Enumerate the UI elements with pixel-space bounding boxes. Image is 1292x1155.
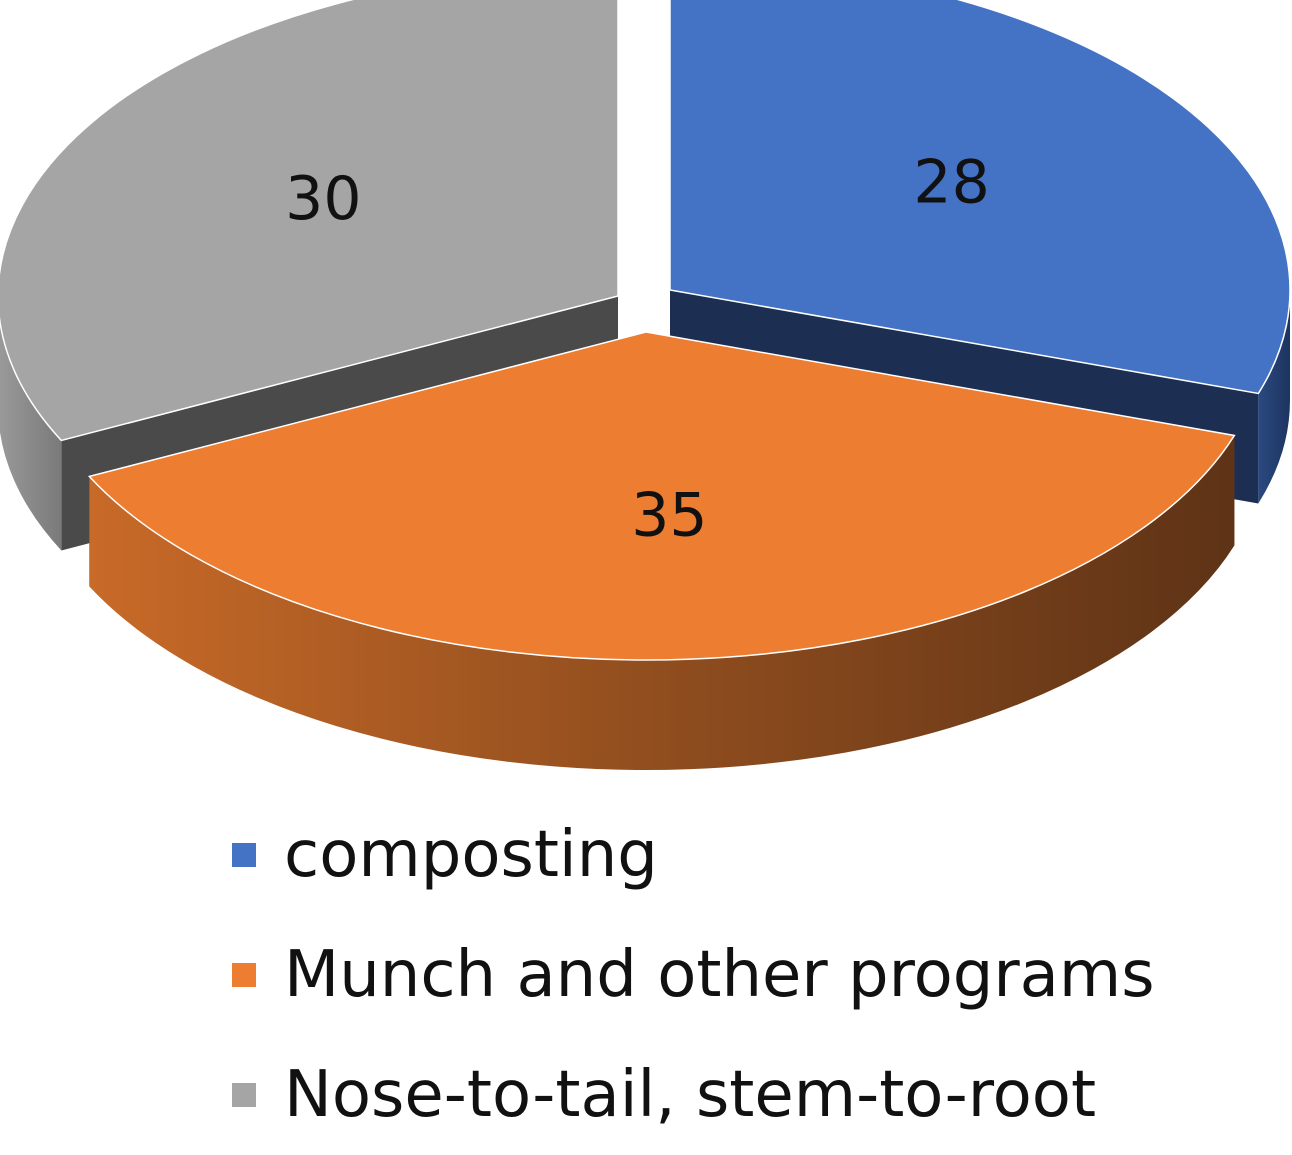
data-label-munch: 35 [631,480,707,550]
legend-item-munch: Munch and other programs [232,915,1155,1035]
slice-composting [669,0,1291,395]
legend-item-composting: composting [232,795,1155,915]
legend-label-munch: Munch and other programs [284,938,1155,1012]
legend-swatch-composting [232,843,256,867]
legend-swatch-nose-to-tail [232,1083,256,1107]
pie-chart: 28 35 30 [0,0,1291,770]
legend-label-nose-to-tail: Nose-to-tail, stem-to-root [284,1058,1097,1132]
legend-label-composting: composting [284,818,658,892]
legend-item-nose-to-tail: Nose-to-tail, stem-to-root [232,1035,1155,1155]
slice-nose-to-tail [0,0,619,442]
legend-swatch-munch [232,963,256,987]
slice-munch [87,331,1236,661]
legend: composting Munch and other programs Nose… [232,795,1155,1155]
data-label-nose-to-tail: 30 [285,164,361,234]
data-label-composting: 28 [913,148,989,218]
slice-side-munch [89,435,1235,770]
slice-side-nose-to-tail [0,321,62,551]
